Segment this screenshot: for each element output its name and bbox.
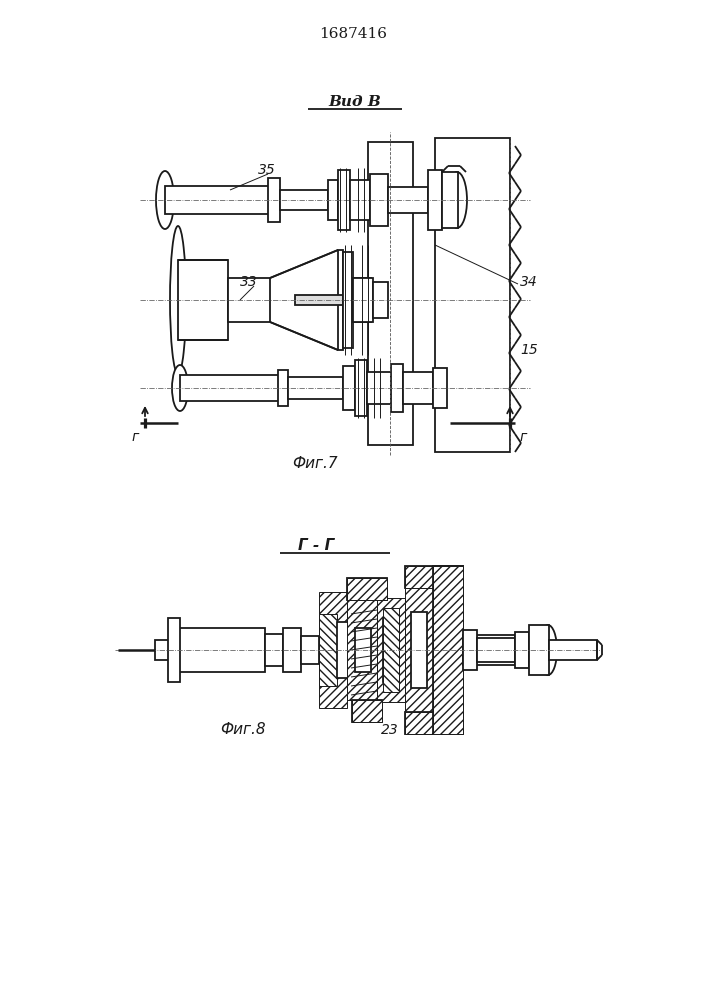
Bar [370, 174, 388, 226]
Ellipse shape [539, 625, 557, 675]
Bar [411, 612, 427, 688]
Text: 1687416: 1687416 [319, 27, 387, 41]
Bar [373, 282, 388, 318]
Bar [405, 712, 463, 734]
Bar [377, 598, 405, 702]
Bar [352, 700, 382, 722]
Bar [178, 260, 228, 340]
Bar [319, 592, 347, 708]
Text: г: г [520, 430, 527, 444]
Bar [388, 187, 428, 213]
Ellipse shape [172, 365, 188, 411]
Bar [477, 638, 515, 662]
Bar [165, 186, 275, 214]
Text: 35: 35 [258, 163, 276, 177]
Bar [405, 566, 463, 588]
Bar [180, 375, 285, 401]
Bar [515, 632, 529, 668]
Bar [433, 368, 447, 408]
Ellipse shape [156, 171, 174, 229]
Bar [278, 370, 288, 406]
Bar [301, 636, 319, 664]
Bar [355, 628, 371, 672]
Bar [280, 190, 328, 210]
Bar [283, 628, 301, 672]
Bar [352, 700, 382, 722]
Text: 33: 33 [240, 275, 258, 289]
Bar [463, 630, 477, 670]
Text: Фиг.8: Фиг.8 [220, 722, 266, 738]
Bar [368, 142, 413, 445]
Text: 34: 34 [520, 275, 538, 289]
Bar [347, 578, 387, 600]
Bar [435, 138, 510, 452]
Bar [288, 377, 343, 399]
Bar [338, 170, 350, 230]
Bar [367, 372, 391, 404]
Bar [343, 252, 353, 348]
Bar [173, 628, 265, 672]
Bar [383, 608, 399, 692]
Bar [433, 566, 463, 734]
Bar [405, 588, 433, 712]
Bar [355, 376, 373, 400]
Text: Вид В: Вид В [329, 95, 381, 109]
Bar [403, 372, 433, 404]
Bar [353, 278, 373, 322]
Bar [442, 172, 458, 228]
Bar [463, 635, 515, 665]
Bar [529, 625, 549, 675]
Ellipse shape [170, 226, 186, 374]
Bar [383, 618, 399, 682]
Ellipse shape [447, 172, 467, 228]
Bar [265, 634, 283, 666]
Text: 23: 23 [381, 723, 399, 737]
Bar [268, 178, 280, 222]
Bar [343, 278, 371, 322]
Bar [343, 366, 355, 410]
Bar [350, 180, 370, 220]
Bar [328, 180, 338, 220]
Bar [355, 360, 367, 416]
Bar [405, 566, 463, 588]
Bar [347, 578, 387, 600]
Text: Г - Г: Г - Г [298, 538, 334, 552]
Bar [295, 295, 345, 305]
Text: 15: 15 [520, 343, 538, 357]
Text: Фиг.7: Фиг.7 [292, 456, 338, 471]
Bar [428, 170, 442, 230]
Bar [391, 364, 403, 412]
Bar [433, 566, 463, 734]
Bar [549, 640, 597, 660]
Bar [337, 622, 359, 678]
Text: г: г [132, 430, 139, 444]
Bar [338, 250, 343, 350]
Bar [319, 614, 337, 686]
Bar [338, 190, 370, 210]
Bar [347, 600, 377, 700]
Bar [228, 278, 270, 322]
Bar [405, 712, 463, 734]
Bar [155, 640, 173, 660]
Bar [168, 618, 180, 682]
